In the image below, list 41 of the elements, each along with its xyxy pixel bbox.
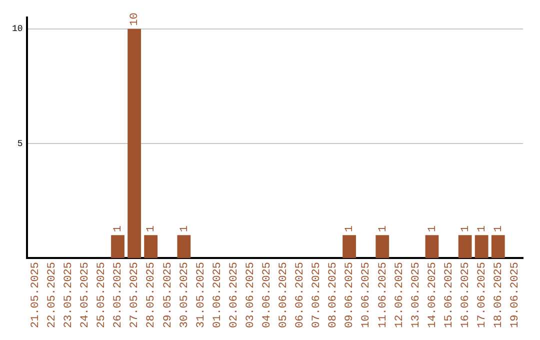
x-tick-label: 16.06.2025 [460, 262, 472, 328]
x-tick-label: 25.05.2025 [96, 262, 108, 328]
data-label: 1 [493, 225, 506, 232]
x-tick-label: 19.06.2025 [510, 262, 522, 328]
data-label: 1 [146, 225, 158, 232]
x-tick-label: 24.05.2025 [80, 262, 92, 328]
data-label: 1 [460, 225, 472, 232]
data-label: 1 [112, 225, 125, 232]
data-label: 1 [476, 225, 488, 232]
x-tick-label: 11.06.2025 [377, 262, 390, 328]
x-tick-label: 01.06.2025 [212, 262, 224, 328]
x-tick-label: 21.05.2025 [30, 262, 42, 328]
x-tick-label: 18.06.2025 [493, 262, 506, 328]
x-tick-label: 17.06.2025 [476, 262, 488, 328]
x-tick-label: 02.06.2025 [228, 262, 240, 328]
x-tick-label: 23.05.2025 [63, 262, 76, 328]
x-tick-label: 08.06.2025 [328, 262, 340, 328]
x-tick-label: 13.06.2025 [410, 262, 422, 328]
x-tick-label: 03.06.2025 [244, 262, 257, 328]
x-tick-label: 07.06.2025 [311, 262, 324, 328]
data-label: 10 [129, 12, 142, 26]
x-tick-label: 22.05.2025 [46, 262, 59, 328]
x-tick-label: 31.05.2025 [195, 262, 208, 328]
y-tick-label: 5 [17, 138, 23, 149]
data-label: 1 [426, 225, 439, 232]
x-tick-label: 05.06.2025 [278, 262, 290, 328]
x-tick-label: 09.06.2025 [344, 262, 356, 328]
x-tick-label: 28.05.2025 [146, 262, 158, 328]
x-tick-label: 04.06.2025 [262, 262, 274, 328]
data-label: 1 [377, 225, 390, 232]
x-tick-label: 15.06.2025 [443, 262, 456, 328]
x-tick-label: 10.06.2025 [360, 262, 373, 328]
x-tick-label: 27.05.2025 [129, 262, 142, 328]
data-label: 1 [344, 225, 356, 232]
x-tick-label: 06.06.2025 [294, 262, 307, 328]
data-label: 1 [178, 225, 191, 232]
x-tick-label: 29.05.2025 [162, 262, 174, 328]
x-tick-label: 14.06.2025 [426, 262, 439, 328]
x-tick-label: 12.06.2025 [394, 262, 406, 328]
x-tick-label: 26.05.2025 [112, 262, 125, 328]
x-tick-label: 30.05.2025 [178, 262, 191, 328]
